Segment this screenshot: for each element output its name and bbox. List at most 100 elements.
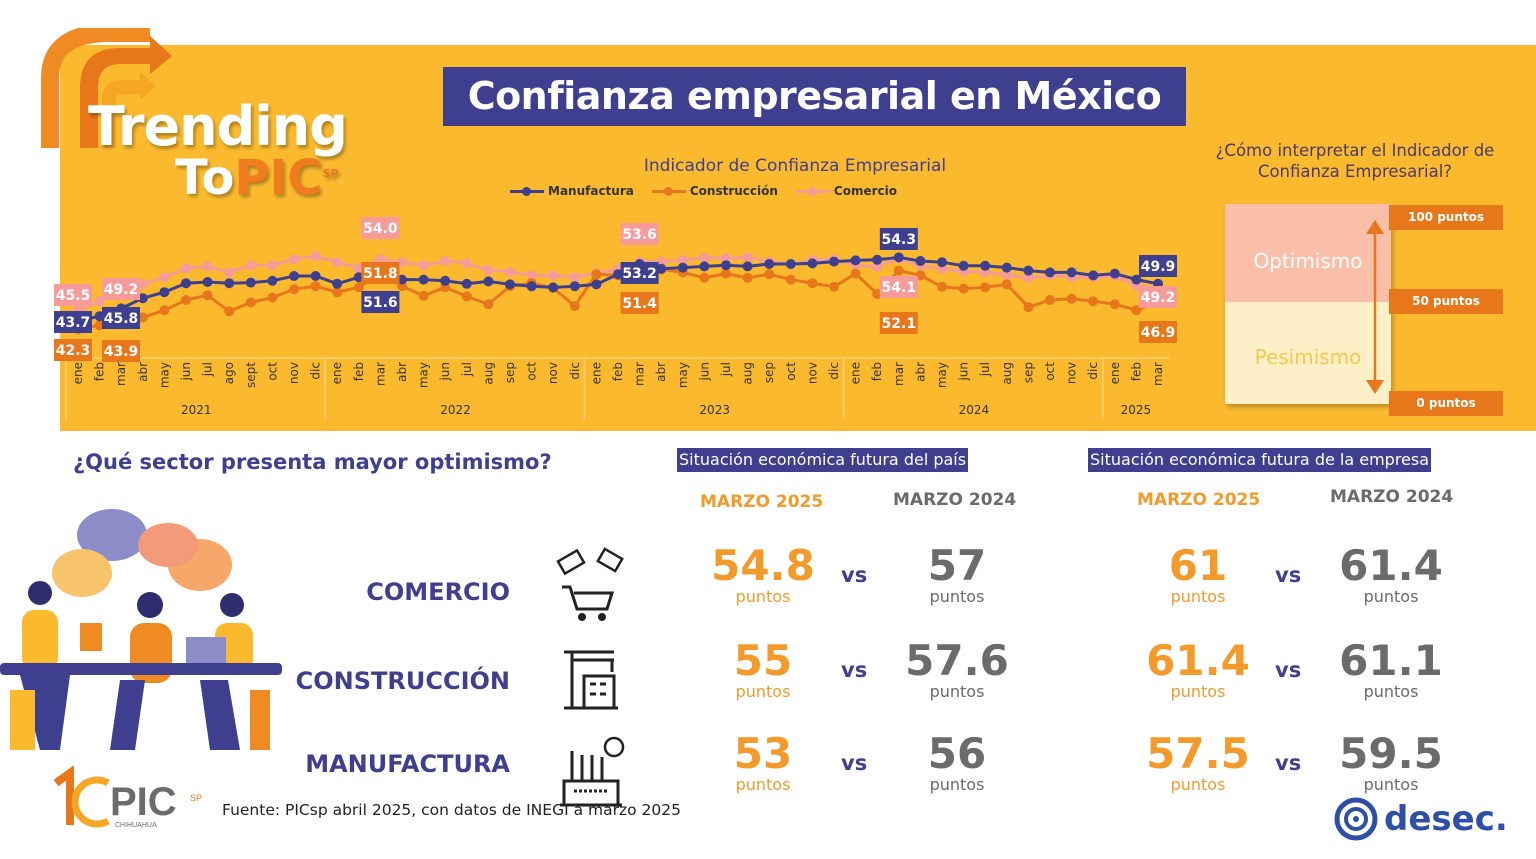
month-tick-label: dic — [827, 362, 841, 380]
data-point — [310, 251, 321, 262]
data-point — [224, 267, 235, 278]
data-point — [418, 290, 429, 301]
data-point — [289, 254, 299, 265]
page-title: Confianza empresarial en México — [443, 67, 1186, 126]
data-point — [677, 254, 688, 265]
empresa-2024-value: 59.5 — [1339, 729, 1443, 778]
month-tick-label: mar — [892, 362, 906, 386]
data-point — [461, 291, 472, 302]
month-tick-label: sep — [762, 362, 776, 383]
unit: puntos — [1170, 587, 1226, 606]
data-label-box — [620, 262, 659, 284]
pais-2025-value: 54.8 — [711, 541, 815, 590]
data-point — [202, 290, 213, 301]
factory-icon — [560, 736, 625, 807]
data-point — [1045, 295, 1055, 305]
legend-comercio: Comercio — [795, 184, 897, 198]
data-point — [1131, 274, 1142, 285]
month-tick-label: jun — [179, 362, 193, 382]
data-point — [245, 260, 256, 271]
month-tick-label: oct — [1043, 362, 1057, 381]
data-label-box — [879, 276, 918, 298]
month-tick-label: nov — [805, 362, 819, 384]
data-point — [397, 257, 407, 268]
unit: puntos — [1363, 587, 1419, 606]
unit: puntos — [1170, 682, 1226, 701]
data-point — [418, 260, 429, 271]
data-point — [1001, 262, 1012, 273]
data-point — [1001, 269, 1012, 280]
data-point — [591, 279, 602, 290]
year-tick-label: 2025 — [1121, 403, 1152, 417]
month-tick-label: oct — [784, 362, 798, 381]
data-point — [764, 259, 775, 269]
data-point — [785, 259, 796, 269]
data-point — [505, 279, 515, 290]
pic-10-anos-logo: PIC SP CHIHUAHUA — [53, 765, 202, 829]
data-label: 53.6 — [622, 227, 657, 243]
unit: puntos — [735, 775, 791, 794]
pais-2024-value: 57.6 — [905, 636, 1009, 685]
data-label-box — [1139, 286, 1177, 308]
data-point — [1109, 299, 1120, 310]
data-point — [310, 281, 321, 292]
year-tick-label: 2022 — [440, 403, 471, 417]
data-label: 43.7 — [56, 315, 91, 331]
data-label-box — [102, 307, 140, 329]
pais-2025-value: 53 — [733, 729, 793, 778]
data-label: 54.3 — [882, 232, 917, 248]
unit: puntos — [735, 587, 791, 606]
data-point — [353, 263, 364, 274]
label-0-puntos: 0 puntos — [1389, 391, 1503, 416]
month-tick-label: dic — [309, 362, 323, 380]
data-label-box — [879, 312, 918, 334]
month-tick-label: mar — [373, 362, 387, 386]
data-point — [958, 260, 969, 271]
empresa-2024-value: 61.4 — [1339, 541, 1443, 590]
vs-label: vs — [841, 563, 868, 587]
month-tick-label: nov — [546, 362, 560, 384]
source-note: Fuente: PICsp abril 2025, con datos de I… — [222, 801, 681, 819]
data-point — [807, 278, 818, 289]
data-point — [224, 306, 235, 317]
month-tick-label: ago — [222, 362, 236, 384]
month-tick-label: feb — [93, 362, 107, 381]
sector-question: ¿Qué sector presenta mayor optimismo? — [73, 450, 552, 474]
svg-text:SP: SP — [190, 793, 202, 803]
month-tick-label: mar — [114, 362, 128, 386]
data-point — [137, 312, 148, 323]
sector-label: COMERCIO — [366, 578, 510, 606]
month-tick-label: abr — [654, 362, 668, 382]
data-label-box — [54, 339, 92, 361]
data-point — [245, 277, 256, 288]
year-tick-label: 2023 — [699, 403, 730, 417]
vs-label: vs — [1275, 751, 1302, 775]
data-point — [440, 256, 451, 266]
data-point — [937, 257, 947, 268]
desec-logo: desec. — [1334, 797, 1508, 841]
month-tick-label: may — [157, 362, 171, 388]
data-point — [872, 289, 883, 299]
month-tick-label: ene — [849, 362, 863, 384]
data-point — [461, 278, 472, 289]
data-label-box — [620, 292, 659, 314]
data-label: 51.6 — [363, 295, 398, 311]
data-point — [1088, 270, 1099, 281]
unit: puntos — [735, 682, 791, 701]
data-point — [1001, 279, 1012, 290]
data-point — [872, 262, 883, 272]
data-label: 51.8 — [363, 266, 398, 282]
vs-label: vs — [1275, 563, 1302, 587]
desec-logo-icon — [1334, 797, 1378, 841]
data-label-box — [879, 228, 918, 250]
sector-label: MANUFACTURA — [305, 750, 510, 778]
month-tick-label: feb — [1129, 362, 1143, 381]
shopping-cart-icon — [556, 547, 624, 621]
data-point — [721, 253, 731, 263]
data-point — [202, 261, 213, 272]
month-tick-label: aug — [741, 362, 755, 385]
data-point — [569, 301, 580, 311]
data-point — [181, 295, 191, 305]
label-50-puntos: 50 puntos — [1389, 289, 1503, 314]
